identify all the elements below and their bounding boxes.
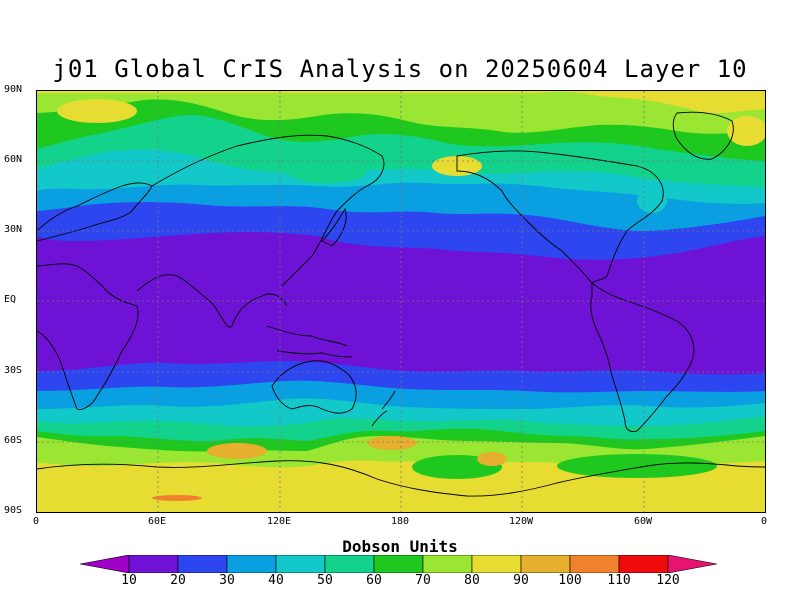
- lat-label-90n: 90N: [4, 84, 23, 95]
- lon-label-120w: 120W: [508, 516, 534, 527]
- colorbar-tick-label: 20: [170, 573, 186, 588]
- south-green-blob-b: [557, 454, 717, 478]
- coast-australia: [271, 360, 357, 414]
- colorbar-swatch: [422, 555, 473, 573]
- colorbar-swatch: [275, 555, 326, 573]
- colorbar-swatch: [520, 555, 571, 573]
- colorbar-title: Dobson Units: [342, 537, 458, 556]
- colorbar-tick-label: 40: [268, 573, 284, 588]
- colorbar-tick-label: 70: [415, 573, 431, 588]
- colorbar-swatch: [667, 555, 718, 573]
- colorbar-swatch: [569, 555, 620, 573]
- north-blob-b: [637, 189, 667, 213]
- north-blob-e: [57, 99, 137, 123]
- coast-south-asia: [136, 274, 288, 328]
- colorbar-swatch: [128, 555, 179, 573]
- colorbar-tick-label: 30: [219, 573, 235, 588]
- map-title: j01 Global CrIS Analysis on 20250604 Lay…: [52, 55, 748, 83]
- coast-indonesia: [276, 350, 353, 358]
- graticule: [37, 91, 765, 512]
- coast-asia-north: [151, 134, 385, 287]
- colorbar-swatch: [471, 555, 522, 573]
- lon-label-0-left: 0: [32, 516, 40, 527]
- colorbar-tick-label: 100: [558, 573, 582, 588]
- coast-greenland: [672, 111, 734, 160]
- coast-south-america: [590, 282, 695, 432]
- coastlines: [37, 111, 765, 497]
- south-orange-blob-d: [152, 495, 202, 501]
- colorbar-tick-label: 80: [464, 573, 480, 588]
- lat-label-90s: 90S: [4, 505, 23, 516]
- colorbar-swatch: [80, 555, 130, 573]
- south-green-blob-c: [77, 453, 157, 465]
- north-blob-a: [287, 159, 367, 183]
- lon-label-60w: 60W: [633, 516, 653, 527]
- colorbar-tick-label: 90: [513, 573, 529, 588]
- lat-label-60n: 60N: [4, 154, 23, 165]
- coast-africa: [37, 263, 139, 410]
- lat-label-60s: 60S: [4, 435, 23, 446]
- colorbar-tick-label: 110: [607, 573, 631, 588]
- south-orange-blob-c: [477, 452, 507, 466]
- colorbar-swatch: [226, 555, 277, 573]
- lat-label-30n: 30N: [4, 224, 23, 235]
- colorbar-swatch: [177, 555, 228, 573]
- coast-new-zealand: [371, 390, 396, 427]
- colorbar-swatches: [80, 555, 718, 573]
- colorbar-tick-label: 10: [121, 573, 137, 588]
- colorbar-swatch: [618, 555, 669, 573]
- lat-label-30s: 30S: [4, 365, 23, 376]
- coast-antarctica: [37, 460, 765, 497]
- lon-label-120e: 120E: [266, 516, 292, 527]
- coast-japan: [321, 207, 347, 247]
- lat-label-eq: EQ: [4, 294, 17, 305]
- ozone-map: [36, 90, 766, 513]
- colorbar-swatch: [373, 555, 424, 573]
- north-blob-d: [727, 116, 765, 146]
- colorbar-tick-label: 50: [317, 573, 333, 588]
- lon-label-60e: 60E: [147, 516, 167, 527]
- colorbar: [80, 555, 718, 573]
- south-orange-blob-a: [207, 443, 267, 459]
- colorbar-tick-label: 120: [656, 573, 680, 588]
- band-north-80-90: [37, 91, 765, 114]
- colorbar-swatch: [324, 555, 375, 573]
- south-orange-blob-b: [367, 436, 417, 450]
- colorbar-tick-label: 60: [366, 573, 382, 588]
- lon-label-180: 180: [390, 516, 410, 527]
- coast-se-asia: [266, 325, 348, 347]
- ozone-map-svg: [37, 91, 765, 512]
- lon-label-0-right: 0: [760, 516, 768, 527]
- coast-north-america: [456, 150, 664, 284]
